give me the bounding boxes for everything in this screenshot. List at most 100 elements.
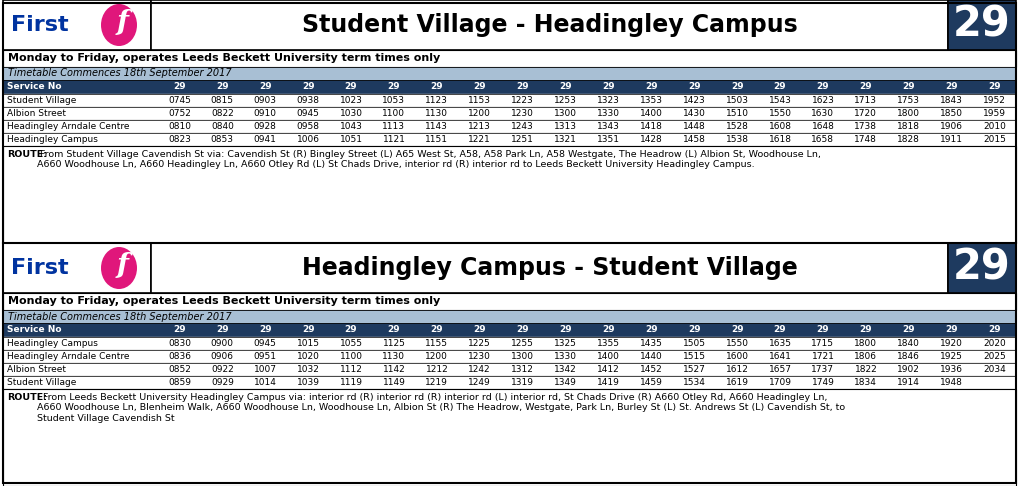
Text: Headingley Campus: Headingley Campus bbox=[7, 339, 98, 348]
Bar bbox=[3, 310, 1016, 323]
Text: 1806: 1806 bbox=[854, 352, 877, 361]
Text: 1952: 1952 bbox=[983, 96, 1006, 105]
Text: 1253: 1253 bbox=[554, 96, 577, 105]
Text: 0941: 0941 bbox=[254, 135, 277, 144]
Text: 1030: 1030 bbox=[339, 109, 363, 118]
Text: 1925: 1925 bbox=[941, 352, 963, 361]
Text: 1641: 1641 bbox=[768, 352, 792, 361]
Text: 29: 29 bbox=[688, 83, 700, 91]
Text: 1349: 1349 bbox=[554, 378, 577, 387]
Text: 1834: 1834 bbox=[854, 378, 877, 387]
Text: 1230: 1230 bbox=[512, 109, 534, 118]
Text: 1515: 1515 bbox=[683, 352, 706, 361]
Text: 29: 29 bbox=[988, 326, 1001, 334]
Text: 1323: 1323 bbox=[597, 96, 620, 105]
Bar bbox=[3, 107, 1016, 120]
Text: 1242: 1242 bbox=[469, 365, 491, 374]
Text: 0853: 0853 bbox=[211, 135, 233, 144]
Text: 1619: 1619 bbox=[726, 378, 749, 387]
Text: 1342: 1342 bbox=[554, 365, 577, 374]
Text: 1255: 1255 bbox=[512, 339, 534, 348]
Text: 29: 29 bbox=[773, 326, 787, 334]
Text: 1850: 1850 bbox=[941, 109, 963, 118]
Text: 29: 29 bbox=[387, 326, 400, 334]
Text: 1043: 1043 bbox=[339, 122, 363, 131]
Text: 29: 29 bbox=[387, 83, 400, 91]
Text: Headingley Arndale Centre: Headingley Arndale Centre bbox=[7, 122, 129, 131]
Text: ROUTE:: ROUTE: bbox=[7, 393, 47, 402]
Text: 29: 29 bbox=[860, 326, 872, 334]
Text: 1100: 1100 bbox=[339, 352, 363, 361]
Text: 29: 29 bbox=[173, 83, 185, 91]
Ellipse shape bbox=[101, 4, 137, 46]
Text: 0823: 0823 bbox=[168, 135, 191, 144]
Text: 1355: 1355 bbox=[597, 339, 620, 348]
Text: 0840: 0840 bbox=[211, 122, 233, 131]
Text: 2010: 2010 bbox=[983, 122, 1006, 131]
Text: 1538: 1538 bbox=[726, 135, 749, 144]
Bar bbox=[3, 389, 1016, 486]
Text: 1007: 1007 bbox=[254, 365, 277, 374]
Text: 1249: 1249 bbox=[469, 378, 491, 387]
Text: 0900: 0900 bbox=[211, 339, 233, 348]
Text: 0830: 0830 bbox=[168, 339, 191, 348]
Text: 1055: 1055 bbox=[339, 339, 363, 348]
Bar bbox=[3, 376, 1016, 389]
Text: 0945: 0945 bbox=[297, 109, 320, 118]
Text: Student Village - Headingley Campus: Student Village - Headingley Campus bbox=[302, 13, 798, 37]
Text: 1800: 1800 bbox=[854, 339, 877, 348]
Text: 1534: 1534 bbox=[683, 378, 706, 387]
Text: 1452: 1452 bbox=[640, 365, 662, 374]
Text: 0836: 0836 bbox=[168, 352, 191, 361]
Text: 1648: 1648 bbox=[811, 122, 835, 131]
Text: 1300: 1300 bbox=[554, 109, 577, 118]
Text: 1125: 1125 bbox=[382, 339, 406, 348]
Text: 1149: 1149 bbox=[382, 378, 406, 387]
Text: 1300: 1300 bbox=[512, 352, 534, 361]
Text: 29: 29 bbox=[602, 326, 614, 334]
Text: Headingley Arndale Centre: Headingley Arndale Centre bbox=[7, 352, 129, 361]
Text: 1113: 1113 bbox=[382, 122, 406, 131]
Bar bbox=[3, 350, 1016, 363]
Text: 29: 29 bbox=[259, 326, 271, 334]
Bar bbox=[3, 0, 151, 50]
Text: 1325: 1325 bbox=[554, 339, 577, 348]
Text: 1330: 1330 bbox=[597, 109, 620, 118]
Bar bbox=[3, 133, 1016, 146]
Text: 0810: 0810 bbox=[168, 122, 191, 131]
Bar bbox=[3, 67, 1016, 80]
Text: 1039: 1039 bbox=[297, 378, 320, 387]
Text: f: f bbox=[117, 10, 129, 36]
Text: 1608: 1608 bbox=[768, 122, 792, 131]
Text: 1440: 1440 bbox=[640, 352, 662, 361]
Text: 1840: 1840 bbox=[898, 339, 920, 348]
Text: 0938: 0938 bbox=[297, 96, 320, 105]
Text: 1319: 1319 bbox=[512, 378, 534, 387]
Text: Monday to Friday, operates Leeds Beckett University term times only: Monday to Friday, operates Leeds Beckett… bbox=[8, 53, 440, 64]
Text: 1612: 1612 bbox=[726, 365, 749, 374]
Text: Headingley Campus: Headingley Campus bbox=[7, 135, 98, 144]
Text: 1936: 1936 bbox=[941, 365, 963, 374]
Text: 0929: 0929 bbox=[211, 378, 233, 387]
Text: 29: 29 bbox=[559, 326, 572, 334]
Text: 1713: 1713 bbox=[854, 96, 877, 105]
Text: From Student Village Cavendish St via: Cavendish St (R) Bingley Street (L) A65 W: From Student Village Cavendish St via: C… bbox=[37, 150, 821, 170]
Text: 29: 29 bbox=[474, 83, 486, 91]
Text: 1550: 1550 bbox=[726, 339, 749, 348]
Text: 1818: 1818 bbox=[898, 122, 920, 131]
Text: 29: 29 bbox=[816, 326, 829, 334]
Text: 1911: 1911 bbox=[941, 135, 963, 144]
Text: 1458: 1458 bbox=[683, 135, 706, 144]
Text: Student Village: Student Village bbox=[7, 96, 76, 105]
Text: 1023: 1023 bbox=[339, 96, 363, 105]
Bar bbox=[151, 243, 948, 293]
Text: 1749: 1749 bbox=[811, 378, 835, 387]
Bar bbox=[3, 243, 151, 293]
Text: 1221: 1221 bbox=[469, 135, 491, 144]
Text: 1121: 1121 bbox=[382, 135, 406, 144]
Text: 1550: 1550 bbox=[768, 109, 792, 118]
Text: 29: 29 bbox=[645, 326, 657, 334]
Text: 1200: 1200 bbox=[469, 109, 491, 118]
Text: 29: 29 bbox=[602, 83, 614, 91]
Text: 29: 29 bbox=[773, 83, 787, 91]
